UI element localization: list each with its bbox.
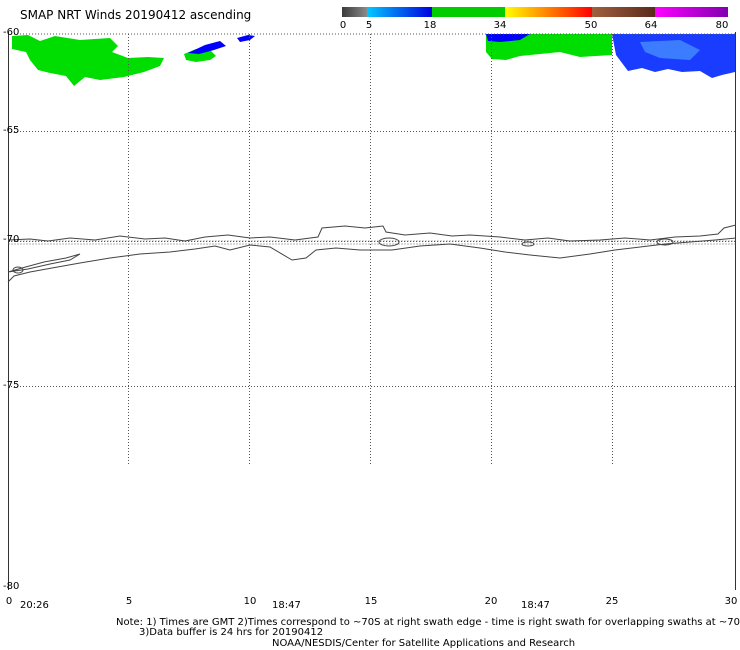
lon-label-0: 0 [5, 596, 13, 607]
lat-label-70: -70 [3, 234, 20, 245]
wind-patch-blue-tiny [237, 35, 255, 42]
lat-label-65: -65 [3, 125, 20, 136]
wind-patch-green-left [12, 35, 164, 86]
colorbar-label-64: 64 [644, 20, 658, 31]
wind-patch-light-blue [640, 40, 700, 60]
note-line-2: 3)Data buffer is 24 hrs for 20190412 [139, 627, 324, 638]
colorbar-segment-18-34 [432, 7, 505, 17]
lon-label-5: 5 [125, 596, 133, 607]
ice-shelf-hatch [8, 240, 736, 245]
coast-line-lower [7, 237, 737, 283]
colorbar-label-34: 34 [493, 20, 507, 31]
coast-island-far [656, 238, 674, 246]
lat-label-60: -60 [3, 27, 20, 38]
colorbar-label-5: 5 [365, 20, 373, 31]
lat-label-75: -75 [3, 380, 20, 391]
lat-label-80: -80 [3, 581, 20, 592]
colorbar-segment-0-5 [342, 7, 367, 17]
ice-shelf-front [7, 224, 737, 242]
wind-patch-green-right [486, 34, 612, 60]
note-line-3: NOAA/NESDIS/Center for Satellite Applica… [272, 638, 576, 649]
lon-label-20: 20 [484, 596, 498, 607]
coast-inlet-left [7, 253, 81, 273]
time-label-1: 20:26 [20, 600, 49, 611]
colorbar-segment-50-64 [592, 7, 655, 17]
wind-patch-blue-top [486, 34, 530, 42]
colorbar-segment-5-18 [367, 7, 432, 17]
hatch-band [8, 240, 736, 245]
time-label-3: 18:47 [521, 600, 550, 611]
lon-label-15: 15 [364, 596, 378, 607]
colorbar-label-0: 0 [339, 20, 347, 31]
colorbar-label-50: 50 [584, 20, 598, 31]
lon-label-10: 10 [243, 596, 257, 607]
colorbar-label-80: 80 [715, 20, 729, 31]
wind-patch-blue-small [188, 41, 226, 54]
coast-island-left [12, 266, 24, 274]
coast-island-right [521, 241, 535, 247]
lon-label-25: 25 [605, 596, 619, 607]
colorbar-segment-64-80 [655, 7, 728, 17]
wind-swaths [12, 34, 735, 86]
note-line-1: Note: 1) Times are GMT 2)Times correspon… [116, 617, 740, 628]
colorbar-label-18: 18 [423, 20, 437, 31]
coast-island-mid [378, 237, 400, 247]
map-title: SMAP NRT Winds 20190412 ascending [20, 8, 252, 22]
colorbar-segment-34-50 [505, 7, 592, 17]
lon-label-30: 30 [724, 596, 738, 607]
coastline [7, 224, 737, 283]
time-label-2: 18:47 [272, 600, 301, 611]
